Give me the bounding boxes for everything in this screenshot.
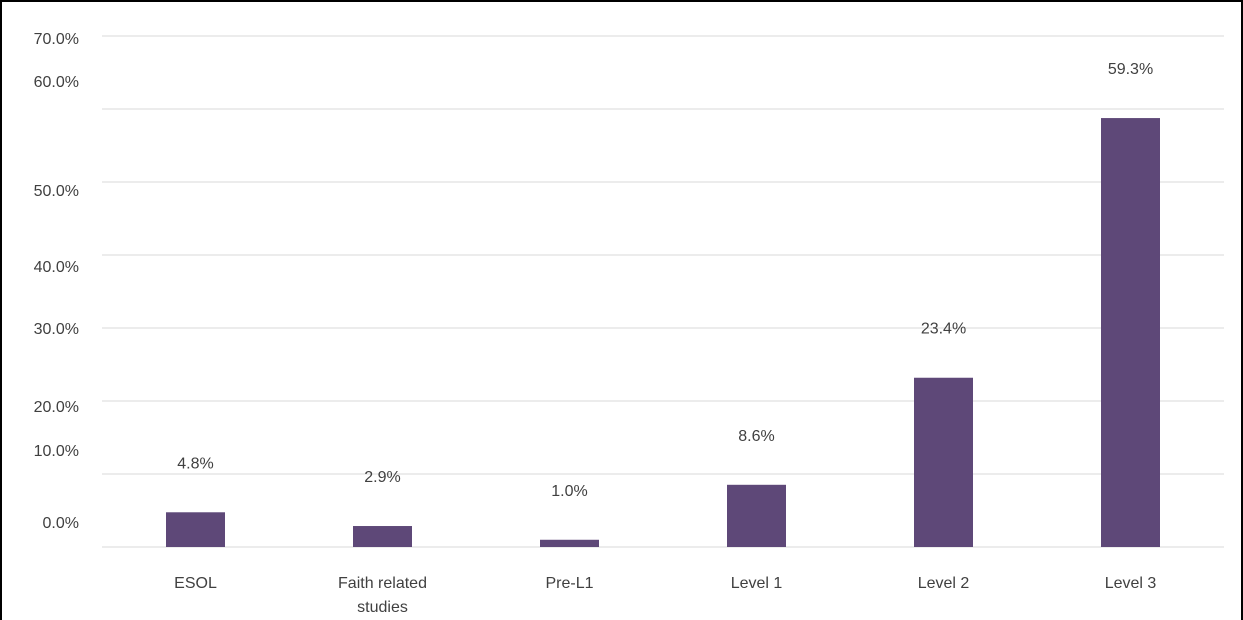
- data-label: 8.6%: [738, 428, 774, 445]
- bar: [353, 526, 412, 547]
- bar: [166, 512, 225, 547]
- data-label: 4.8%: [177, 455, 213, 472]
- y-tick-label: 30.0%: [34, 321, 79, 338]
- y-tick-label: 60.0%: [34, 74, 79, 91]
- category-label: Level 1: [731, 575, 783, 592]
- y-tick-label: 50.0%: [34, 183, 79, 200]
- data-label: 23.4%: [921, 321, 966, 338]
- category-label: studies: [357, 599, 408, 616]
- y-tick-label: 70.0%: [34, 31, 79, 48]
- y-tick-label: 0.0%: [43, 515, 79, 532]
- y-tick-label: 10.0%: [34, 443, 79, 460]
- data-label: 59.3%: [1108, 61, 1153, 78]
- y-tick-label: 20.0%: [34, 399, 79, 416]
- bar: [727, 484, 786, 547]
- category-label: Faith related: [338, 575, 427, 592]
- category-label: Pre-L1: [545, 575, 593, 592]
- data-label: 2.9%: [364, 469, 400, 486]
- category-label: Level 3: [1105, 575, 1157, 592]
- bar: [540, 539, 599, 547]
- bar: [914, 377, 973, 547]
- category-label: ESOL: [174, 575, 217, 592]
- y-tick-label: 40.0%: [34, 259, 79, 276]
- category-label: Level 2: [918, 575, 970, 592]
- data-label: 1.0%: [551, 483, 587, 500]
- bar: [1101, 118, 1160, 548]
